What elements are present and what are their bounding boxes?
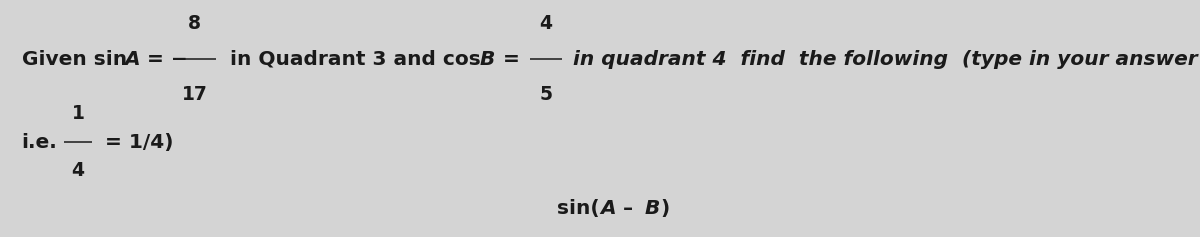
Text: 4: 4 bbox=[72, 161, 84, 180]
Text: 4: 4 bbox=[540, 14, 552, 33]
Text: Given sin: Given sin bbox=[22, 50, 133, 69]
Text: in quadrant 4  find  the following  (type in your answer as a fractions: in quadrant 4 find the following (type i… bbox=[566, 50, 1200, 69]
Text: A: A bbox=[125, 50, 140, 69]
Text: ): ) bbox=[660, 199, 670, 218]
Text: = 1/4): = 1/4) bbox=[98, 133, 174, 152]
Text: B: B bbox=[644, 199, 660, 218]
Text: 8: 8 bbox=[188, 14, 200, 33]
Text: –: – bbox=[616, 199, 640, 218]
Text: B: B bbox=[480, 50, 496, 69]
Text: 5: 5 bbox=[540, 85, 552, 104]
Text: = −: = − bbox=[140, 50, 188, 69]
Text: 17: 17 bbox=[181, 85, 208, 104]
Text: in Quadrant 3 and cos: in Quadrant 3 and cos bbox=[223, 50, 488, 69]
Text: 1: 1 bbox=[72, 104, 84, 123]
Text: i.e.: i.e. bbox=[22, 133, 58, 152]
Text: A: A bbox=[600, 199, 616, 218]
Text: =: = bbox=[496, 50, 527, 69]
Text: sin(: sin( bbox=[557, 199, 600, 218]
